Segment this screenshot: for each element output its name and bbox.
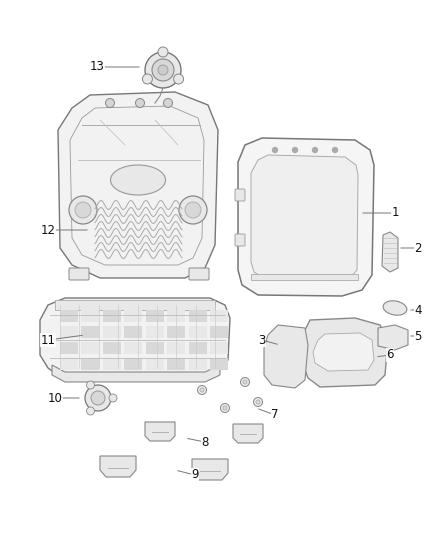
Bar [167,342,185,354]
Bar [103,342,121,354]
Circle shape [293,148,297,152]
Bar [103,358,121,370]
Polygon shape [233,424,263,443]
Text: 11: 11 [40,334,56,346]
Bar [60,310,78,322]
Polygon shape [55,300,215,310]
Bar [146,358,164,370]
Polygon shape [264,325,308,388]
Bar [103,326,121,338]
Circle shape [200,388,204,392]
Circle shape [272,148,278,152]
Bar [124,342,142,354]
Bar [210,326,228,338]
Circle shape [173,74,184,84]
Bar [210,310,228,322]
Circle shape [86,381,95,389]
Polygon shape [70,106,204,265]
Circle shape [220,403,230,413]
Bar [167,310,185,322]
Circle shape [135,99,145,108]
Polygon shape [382,232,398,272]
Circle shape [158,65,168,75]
Polygon shape [238,138,374,296]
Bar [60,358,78,370]
Circle shape [243,380,247,384]
Polygon shape [378,325,408,350]
Text: 2: 2 [414,241,422,254]
Bar [60,342,78,354]
Bar [167,326,185,338]
Polygon shape [145,422,175,441]
Bar [189,342,207,354]
Polygon shape [313,333,374,371]
Circle shape [312,148,318,152]
Text: 12: 12 [40,223,56,237]
Circle shape [332,148,338,152]
Polygon shape [192,459,228,480]
Circle shape [91,391,105,405]
Bar [103,310,121,322]
FancyBboxPatch shape [235,189,245,201]
Bar [81,358,99,370]
Text: 10: 10 [48,392,63,405]
FancyBboxPatch shape [69,268,89,280]
Text: 9: 9 [191,469,199,481]
Bar [146,326,164,338]
Circle shape [223,406,227,410]
Polygon shape [251,155,358,280]
Circle shape [256,400,260,404]
Circle shape [185,202,201,218]
Bar [81,326,99,338]
Ellipse shape [110,165,166,195]
Text: 6: 6 [386,349,394,361]
Polygon shape [40,298,230,378]
Bar [251,274,358,280]
Bar [146,310,164,322]
Bar [60,326,78,338]
Circle shape [75,202,91,218]
Bar [124,310,142,322]
FancyBboxPatch shape [235,234,245,246]
Circle shape [69,196,97,224]
FancyBboxPatch shape [189,268,209,280]
Polygon shape [302,318,388,387]
Polygon shape [52,365,220,382]
Bar [167,358,185,370]
Circle shape [240,377,250,386]
Circle shape [179,196,207,224]
Circle shape [85,385,111,411]
Bar [124,326,142,338]
Bar [189,326,207,338]
Ellipse shape [383,301,407,315]
Circle shape [109,394,117,402]
Bar [189,310,207,322]
Circle shape [198,385,206,394]
Circle shape [254,398,262,407]
Text: 8: 8 [201,435,208,448]
Circle shape [106,99,114,108]
Circle shape [142,74,152,84]
Text: 3: 3 [258,334,266,346]
Circle shape [145,52,181,88]
Text: 1: 1 [391,206,399,220]
Bar [81,342,99,354]
Text: 13: 13 [89,61,104,74]
Bar [146,342,164,354]
Bar [124,358,142,370]
Polygon shape [58,92,218,278]
Circle shape [86,407,95,415]
Bar [189,358,207,370]
Text: 4: 4 [414,303,422,317]
Bar [81,310,99,322]
Text: 5: 5 [414,329,422,343]
Circle shape [152,59,174,81]
Text: 7: 7 [271,408,279,422]
Bar [210,342,228,354]
Circle shape [158,47,168,57]
Circle shape [163,99,173,108]
Polygon shape [100,456,136,477]
Bar [210,358,228,370]
